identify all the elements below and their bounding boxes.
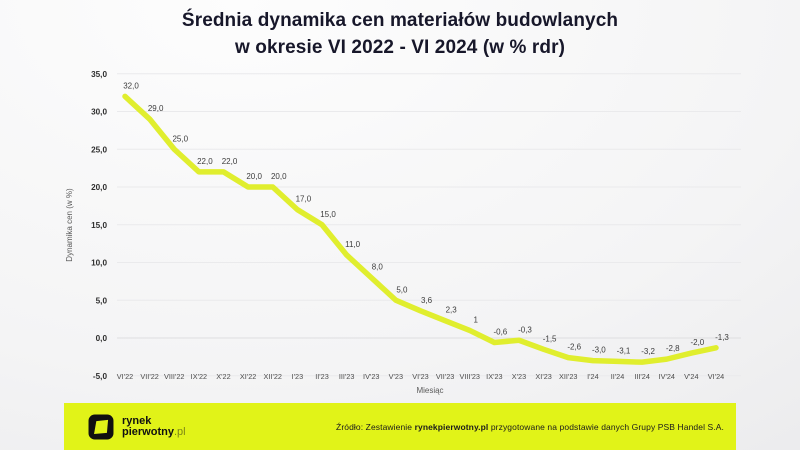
x-tick-label: X'23 — [512, 372, 526, 381]
data-point-label: -1,5 — [543, 334, 557, 343]
data-point-label: -0,3 — [518, 325, 532, 334]
x-tick-label: II'24 — [611, 372, 625, 381]
x-tick-label: VII'23 — [436, 372, 454, 381]
data-point-label: -3,0 — [592, 346, 606, 355]
y-tick-label: 15,0 — [91, 221, 107, 230]
data-point-label: 22,0 — [222, 157, 238, 166]
data-point-label: -3,1 — [617, 346, 631, 355]
x-tick-label: III'24 — [634, 372, 650, 381]
y-tick-label: -5,0 — [93, 372, 108, 381]
data-point-label: 20,0 — [246, 172, 262, 181]
x-tick-label: VII'22 — [140, 372, 158, 381]
data-point-label: 1 — [474, 315, 479, 324]
data-point-label: 8,0 — [372, 263, 384, 272]
x-tick-label: V'24 — [684, 372, 698, 381]
source-text: Źródło: Zestawienie rynekpierwotny.pl pr… — [336, 421, 724, 432]
chart-title-line2: w okresie VI 2022 - VI 2024 (w % rdr) — [234, 37, 566, 58]
rynekpierwotny-logo: rynek pierwotny.pl — [88, 414, 186, 440]
x-tick-label: IV'24 — [659, 372, 675, 381]
x-tick-label: I'24 — [587, 372, 599, 381]
data-point-label: 3,6 — [421, 296, 433, 305]
data-point-label: 11,0 — [345, 240, 361, 249]
x-tick-label: IX'22 — [191, 372, 207, 381]
y-tick-label: 20,0 — [91, 183, 107, 192]
data-point-label: -1,3 — [715, 333, 729, 342]
y-tick-label: 0,0 — [96, 334, 108, 343]
y-tick-label: 25,0 — [91, 145, 107, 154]
trend-line — [122, 93, 719, 365]
x-tick-label: VI'22 — [117, 372, 133, 381]
y-axis-title: Dynamika cen (w %) — [65, 188, 74, 262]
x-tick-label: VI'24 — [708, 372, 724, 381]
data-point-label: 2,3 — [446, 306, 458, 315]
data-point-label: 15,0 — [320, 210, 336, 219]
x-tick-label: VIII'23 — [460, 372, 480, 381]
logo-text: rynek pierwotny.pl — [122, 414, 186, 438]
data-point-label: 29,0 — [148, 104, 164, 113]
data-point-label: 5,0 — [396, 285, 408, 294]
data-point-label: -0,6 — [493, 328, 507, 337]
footer-bar: rynek pierwotny.pl Źródło: Zestawienie r… — [64, 403, 736, 450]
x-tick-label: XII'22 — [264, 372, 282, 381]
x-tick-label: XI'22 — [240, 372, 256, 381]
data-point-label: -2,0 — [690, 338, 704, 347]
x-tick-label: V'23 — [389, 372, 403, 381]
chart-title-line1: Średnia dynamika cen materiałów budowlan… — [181, 10, 619, 31]
data-point-label: -2,6 — [567, 343, 581, 352]
x-tick-label: VIII'22 — [164, 372, 184, 381]
x-tick-label: X'22 — [216, 372, 230, 381]
x-tick-label: II'23 — [315, 372, 329, 381]
line-chart: 35,0 30,0 25,0 20,0 15,0 10,0 5,0 0,0 -5,0 VI'22 V… — [0, 60, 800, 405]
logo-line1: rynek — [122, 414, 152, 427]
line-chart-svg: 35,030,025,020,015,010,05,00,0-5,0 VI'22 V… — [65, 70, 741, 395]
data-point-label: 25,0 — [172, 134, 188, 143]
data-point-label: 17,0 — [296, 195, 312, 204]
data-point-label: -2,8 — [666, 344, 680, 353]
x-tick-label: VI'23 — [412, 372, 428, 381]
x-tick-label: IX'23 — [486, 372, 502, 381]
x-tick-label: III'23 — [339, 372, 355, 381]
y-tick-label: 30,0 — [91, 108, 107, 117]
y-tick-label: 5,0 — [96, 296, 108, 305]
x-tick-label: I'23 — [292, 372, 304, 381]
rynekpierwotny-logo-icon — [88, 414, 114, 439]
x-tick-label: XII'23 — [559, 372, 577, 381]
data-point-label: 32,0 — [123, 81, 139, 90]
x-axis-title: Miesiąc — [416, 386, 443, 395]
y-tick-label: 10,0 — [91, 259, 107, 268]
x-tick-label: IV'23 — [363, 372, 379, 381]
y-tick-label: 35,0 — [91, 70, 107, 79]
x-tick-label: XI'23 — [535, 372, 551, 381]
data-point-label: 20,0 — [271, 172, 287, 181]
logo-line2: pierwotny.pl — [122, 425, 186, 438]
chart-title: Średnia dynamika cen materiałów budowlan… — [0, 7, 800, 61]
data-point-label: -3,2 — [641, 347, 655, 356]
data-point-label: 22,0 — [197, 157, 213, 166]
